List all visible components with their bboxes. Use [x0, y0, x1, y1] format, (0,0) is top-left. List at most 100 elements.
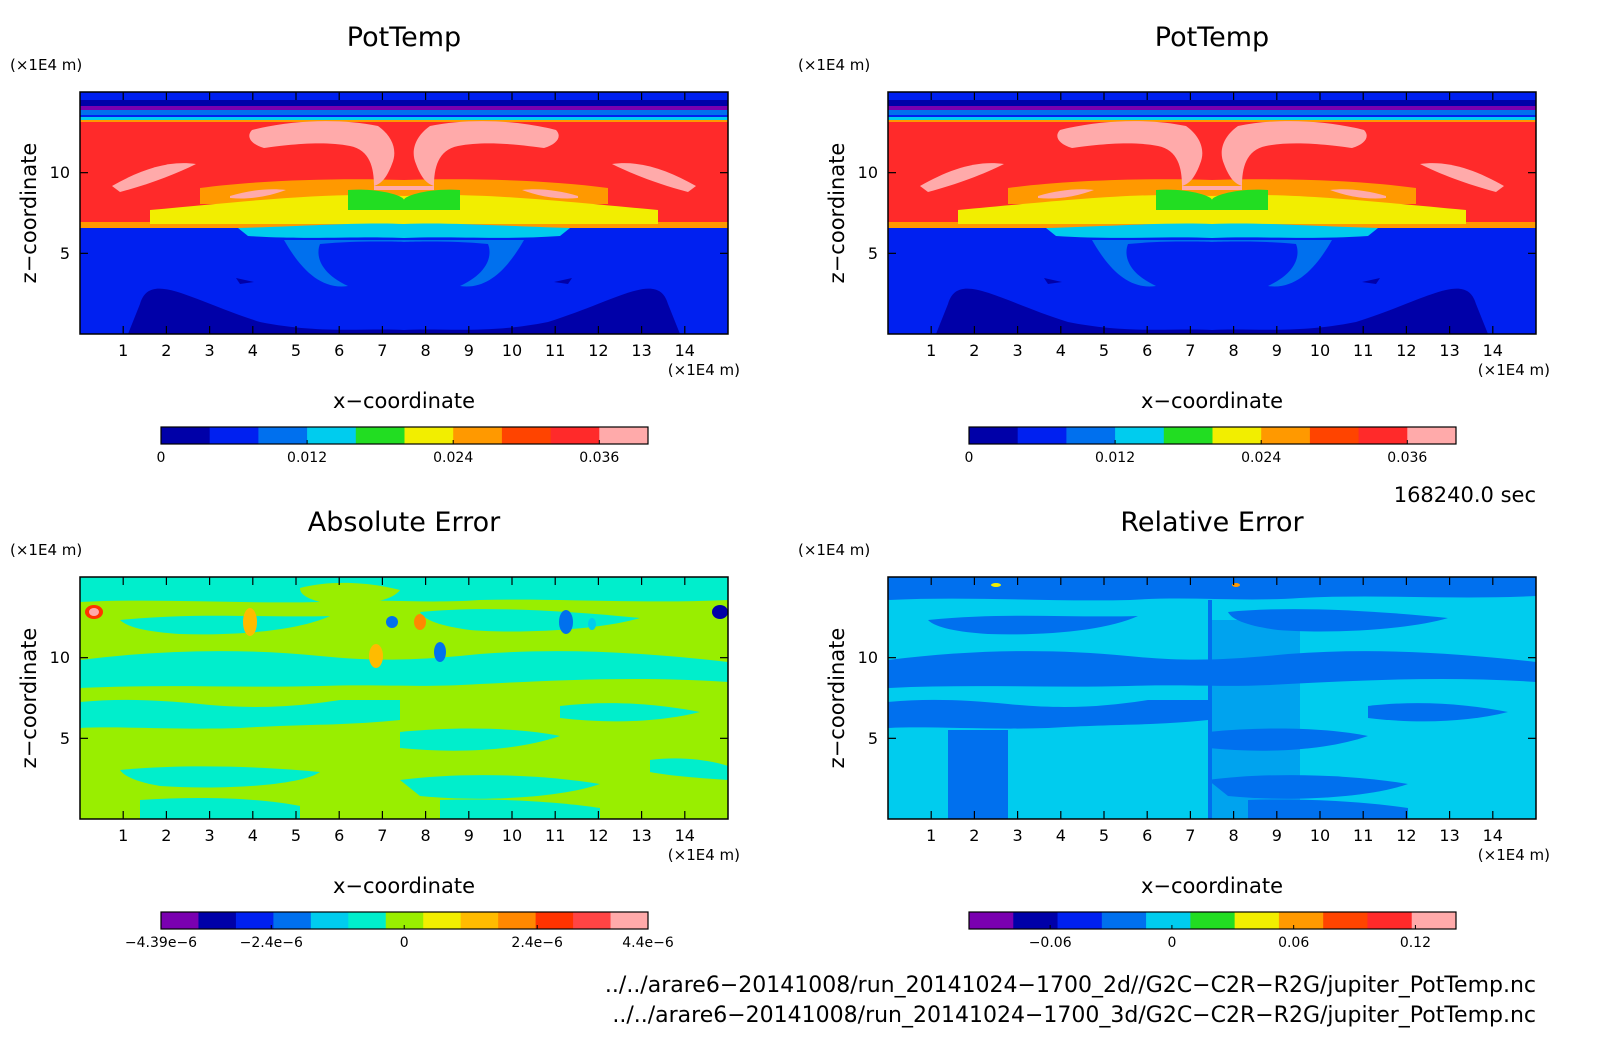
x-tick-label: 7 — [377, 826, 387, 845]
colorbar-tick-label: 0 — [1167, 935, 1176, 951]
colorbar-swatch — [599, 427, 649, 444]
colorbar-swatch — [460, 912, 499, 929]
colorbar: −0.06 0 0.06 0.12 — [968, 911, 1457, 951]
x-tick-label: 8 — [421, 341, 431, 360]
colorbar: 0 0.012 0.024 0.036 — [965, 426, 1457, 466]
x-tick-label: 13 — [631, 341, 651, 360]
file-path-2d: ../../arare6−20141008/run_20141024−1700_… — [605, 973, 1536, 998]
x-tick-label: 4 — [1056, 826, 1066, 845]
x-unit-label: (×1E4 m) — [668, 846, 740, 864]
x-tick-label: 14 — [675, 826, 695, 845]
x-tick-label: 1 — [926, 826, 936, 845]
x-tick-label: 11 — [1353, 826, 1373, 845]
panel-title: PotTemp — [347, 22, 461, 53]
x-tick-label: 6 — [1142, 341, 1152, 360]
y-unit-label: (×1E4 m) — [10, 56, 82, 74]
x-tick-label: 13 — [631, 826, 651, 845]
y-axis-label: z−coordinate — [825, 628, 849, 769]
x-tick-label: 7 — [377, 341, 387, 360]
colorbar-tick-label: 0.024 — [433, 450, 473, 466]
colorbar-swatch — [1013, 912, 1059, 929]
y-axis-label: z−coordinate — [825, 143, 849, 284]
colorbar-swatch — [1278, 912, 1324, 929]
colorbar-swatch — [1101, 912, 1147, 929]
x-ticks: 1 2 3 4 5 6 7 8 9 10 11 12 13 14 — [888, 577, 1536, 845]
colorbar-tick-label: 0.012 — [287, 450, 327, 466]
x-tick-label: 10 — [1310, 826, 1330, 845]
x-tick-label: 13 — [1439, 341, 1459, 360]
x-tick-label: 12 — [1396, 826, 1416, 845]
y-tick-label: 5 — [60, 729, 70, 748]
colorbar-tick-label: 0.12 — [1400, 935, 1431, 951]
x-tick-label: 2 — [161, 826, 171, 845]
x-tick-label: 2 — [969, 341, 979, 360]
y-tick-label: 5 — [868, 729, 878, 748]
x-tick-label: 1 — [118, 826, 128, 845]
colorbar-swatch — [969, 912, 1014, 929]
x-ticks: 1 2 3 4 5 6 7 8 9 10 11 12 13 14 — [888, 92, 1536, 360]
colorbar-swatch — [501, 427, 552, 444]
x-unit-label: (×1E4 m) — [668, 361, 740, 379]
y-axis-label: z−coordinate — [17, 143, 41, 284]
x-tick-label: 8 — [421, 826, 431, 845]
colorbar-tick-label: 2.4e−6 — [511, 935, 563, 951]
x-tick-label: 9 — [1272, 341, 1282, 360]
colorbar-swatch — [307, 427, 357, 444]
x-tick-label: 11 — [545, 826, 565, 845]
colorbar-swatch — [404, 427, 454, 444]
colorbar-swatch — [1057, 912, 1103, 929]
y-axis-label: z−coordinate — [17, 628, 41, 769]
x-tick-label: 10 — [1310, 341, 1330, 360]
colorbar-swatch — [1411, 912, 1457, 929]
x-axis-label: x−coordinate — [1141, 874, 1283, 898]
x-tick-label: 11 — [1353, 341, 1373, 360]
colorbar-swatch — [161, 427, 211, 444]
heatmap-field — [888, 92, 1536, 334]
x-tick-label: 8 — [1229, 341, 1239, 360]
x-tick-label: 2 — [969, 826, 979, 845]
colorbar-swatch — [535, 912, 574, 929]
colorbar-tick-label: 0.036 — [579, 450, 619, 466]
colorbar-swatch — [1212, 427, 1262, 444]
colorbar-frame — [160, 426, 649, 445]
colorbar-swatch — [550, 427, 600, 444]
x-tick-label: 14 — [675, 341, 695, 360]
x-tick-label: 9 — [1272, 826, 1282, 845]
y-tick-label: 10 — [858, 163, 878, 182]
colorbar-swatch — [1017, 427, 1067, 444]
colorbar-swatch — [1407, 427, 1457, 444]
x-tick-label: 12 — [588, 826, 608, 845]
colorbar-frame — [968, 426, 1457, 445]
x-tick-label: 7 — [1185, 341, 1195, 360]
x-tick-label: 14 — [1483, 341, 1503, 360]
x-tick-label: 3 — [205, 341, 215, 360]
colorbar-swatch — [1146, 912, 1191, 929]
colorbar-swatch — [1261, 427, 1311, 444]
x-tick-label: 10 — [502, 341, 522, 360]
colorbar-swatch — [453, 427, 503, 444]
colorbar-swatch — [610, 912, 649, 929]
x-tick-label: 4 — [248, 341, 258, 360]
panel-pottemp-left: PotTemp (×1E4 m) z−coordinate — [10, 22, 740, 466]
y-unit-label: (×1E4 m) — [10, 541, 82, 559]
colorbar-swatch — [1115, 427, 1165, 444]
colorbar-tick-label: 0.06 — [1278, 935, 1309, 951]
x-tick-label: 6 — [334, 826, 344, 845]
colorbar-tick-label: 0.036 — [1387, 450, 1427, 466]
y-tick-label: 10 — [50, 163, 70, 182]
colorbar-swatch — [198, 912, 237, 929]
x-tick-label: 11 — [545, 341, 565, 360]
x-tick-label: 5 — [1099, 341, 1109, 360]
colorbar-swatch — [1367, 912, 1413, 929]
panel-title: Relative Error — [1120, 507, 1304, 538]
colorbar-swatch — [498, 912, 537, 929]
colorbar-tick-label: 4.4e−6 — [622, 935, 674, 951]
colorbar-swatch — [258, 427, 308, 444]
x-tick-label: 3 — [205, 826, 215, 845]
colorbar-tick-label: 0 — [157, 450, 166, 466]
colorbar-swatch — [348, 912, 387, 929]
x-tick-label: 9 — [464, 826, 474, 845]
colorbar-swatch — [385, 912, 424, 929]
